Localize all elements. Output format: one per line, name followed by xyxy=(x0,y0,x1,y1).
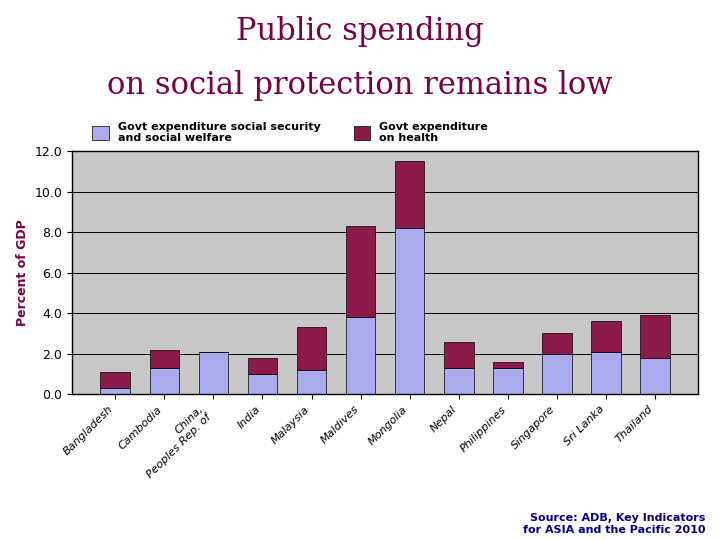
Bar xyxy=(150,368,179,394)
Bar xyxy=(297,327,326,370)
Y-axis label: Percent of GDP: Percent of GDP xyxy=(16,219,29,326)
Bar xyxy=(591,352,621,394)
Legend: Govt expenditure social security
and social welfare, Govt expenditure
on health: Govt expenditure social security and soc… xyxy=(92,122,488,143)
Bar xyxy=(542,333,572,354)
Bar xyxy=(395,228,425,394)
Bar xyxy=(591,321,621,352)
Bar xyxy=(444,368,474,394)
Bar xyxy=(641,315,670,357)
Bar xyxy=(493,368,523,394)
Bar xyxy=(444,342,474,368)
Bar xyxy=(101,372,130,388)
Bar xyxy=(346,317,375,394)
Bar xyxy=(346,226,375,317)
Text: on social protection remains low: on social protection remains low xyxy=(107,70,613,101)
Bar xyxy=(199,352,228,394)
Bar xyxy=(297,370,326,394)
Bar xyxy=(641,357,670,394)
Bar xyxy=(150,350,179,368)
Bar xyxy=(542,354,572,394)
Bar xyxy=(493,362,523,368)
Bar xyxy=(248,374,277,394)
Text: Public spending: Public spending xyxy=(236,16,484,47)
Bar xyxy=(248,357,277,374)
Text: Source: ADB, Key Indicators
for ASIA and the Pacific 2010: Source: ADB, Key Indicators for ASIA and… xyxy=(523,513,706,535)
Bar xyxy=(395,161,425,228)
Bar xyxy=(101,388,130,394)
